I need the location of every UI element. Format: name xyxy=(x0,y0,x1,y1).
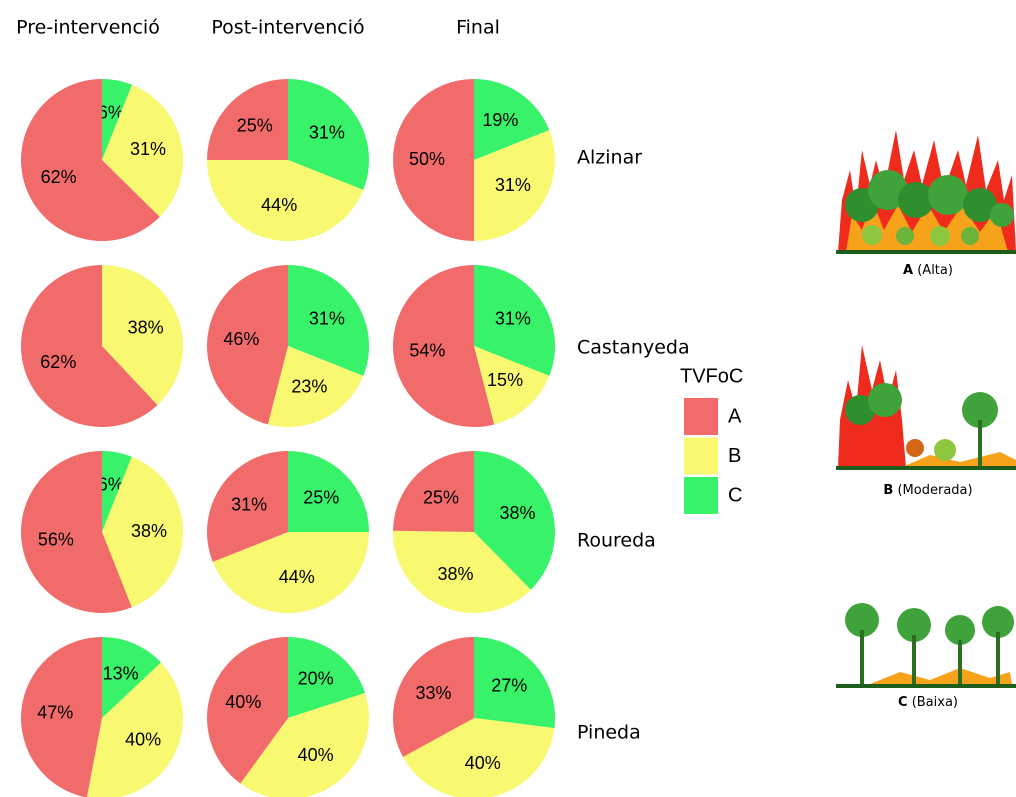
slice-label: 38% xyxy=(128,317,164,337)
slice-label: 25% xyxy=(423,487,459,507)
illustration-high xyxy=(836,130,1016,254)
slice-label: 13% xyxy=(103,664,139,684)
slice-label: 54% xyxy=(409,341,445,361)
row-title: Roureda xyxy=(577,530,656,552)
slice-label: 31% xyxy=(495,308,531,328)
pie-slice xyxy=(206,451,288,562)
slice-label: 25% xyxy=(303,488,339,508)
slice-label: 23% xyxy=(291,377,327,397)
pie-slice xyxy=(102,84,184,217)
slice-label: 44% xyxy=(279,567,315,587)
row-title: Castanyeda xyxy=(577,337,690,359)
pie-slice xyxy=(102,79,133,160)
slice-label: 40% xyxy=(465,753,501,773)
column-title: Pre-intervenció xyxy=(16,17,160,39)
pie-slice xyxy=(20,79,160,241)
pie-slice xyxy=(207,637,288,784)
pie-slice xyxy=(474,346,550,425)
pie-slice xyxy=(288,265,369,376)
slice-label: 31% xyxy=(231,494,267,514)
slice-label: 62% xyxy=(40,352,76,372)
slice-label: 40% xyxy=(298,745,334,765)
legend-label: C xyxy=(728,484,742,506)
pie-slice xyxy=(267,346,364,427)
column-title: Post-intervenció xyxy=(211,17,364,39)
slice-label: 44% xyxy=(261,195,297,215)
pie-slice xyxy=(20,265,158,427)
pie-slice xyxy=(212,532,369,614)
pie-slice xyxy=(21,637,102,797)
illustration-caption: C (Baixa) xyxy=(898,695,958,710)
slice-label: 6% xyxy=(98,103,124,123)
illustration-caption: B (Moderada) xyxy=(883,483,972,498)
pie-slice xyxy=(474,451,555,590)
illustration-moderate xyxy=(836,345,1016,470)
slice-label: 40% xyxy=(125,729,161,749)
legend-swatch xyxy=(684,437,718,475)
caption-letter: C xyxy=(898,695,908,710)
illustration-low xyxy=(836,603,1016,688)
slice-label: 47% xyxy=(37,702,73,722)
legend-title: TVFoC xyxy=(680,365,743,387)
slice-label: 31% xyxy=(309,308,345,328)
legend-label: A xyxy=(728,405,742,427)
row-title: Alzinar xyxy=(577,147,642,169)
slice-label: 56% xyxy=(38,530,74,550)
pie-slice xyxy=(240,692,369,797)
slice-label: 62% xyxy=(41,167,77,187)
pie-slice xyxy=(207,265,288,425)
pie-slice xyxy=(288,451,369,532)
caption-letter: B xyxy=(883,483,893,498)
slice-label: 38% xyxy=(438,564,474,584)
pie-slice xyxy=(474,637,555,729)
pie-slice xyxy=(86,662,183,797)
slice-label: 25% xyxy=(237,116,273,136)
pie-slice xyxy=(207,79,288,160)
slice-label: 46% xyxy=(223,329,259,349)
slice-label: 38% xyxy=(499,503,535,523)
pie-slice xyxy=(393,451,474,532)
illustration-caption: A (Alta) xyxy=(903,263,953,278)
legend-label: B xyxy=(728,445,741,467)
slice-label: 27% xyxy=(491,676,527,696)
pie-slice xyxy=(403,718,555,797)
row-title: Pineda xyxy=(577,722,641,744)
caption-text: (Moderada) xyxy=(897,483,972,498)
pie-slice xyxy=(393,637,474,758)
pie-slice xyxy=(392,530,531,614)
slice-label: 31% xyxy=(130,139,166,159)
pie-slice xyxy=(393,265,495,428)
legend-swatch xyxy=(684,398,718,435)
column-title: Final xyxy=(456,17,500,39)
caption-text: (Baixa) xyxy=(912,695,958,710)
pie-slice xyxy=(102,451,132,532)
pie-slice xyxy=(393,79,474,241)
caption-text: (Alta) xyxy=(917,263,953,278)
slice-label: 19% xyxy=(482,110,518,130)
slice-label: 40% xyxy=(225,692,261,712)
slice-label: 20% xyxy=(298,669,334,689)
pie-slice xyxy=(474,79,550,160)
slice-label: 38% xyxy=(131,521,167,541)
pie-slice xyxy=(207,160,364,241)
slice-label: 6% xyxy=(98,475,124,495)
pie-slice xyxy=(102,456,183,608)
slice-label: 31% xyxy=(309,122,345,142)
pie-slice xyxy=(21,451,132,613)
slice-label: 50% xyxy=(409,149,445,169)
pie-slice xyxy=(474,130,555,241)
slice-label: 33% xyxy=(416,683,452,703)
pie-slice xyxy=(102,637,162,718)
slice-label: 15% xyxy=(487,370,523,390)
caption-letter: A xyxy=(903,263,913,278)
pie-slice xyxy=(474,265,555,376)
pie-slice xyxy=(288,637,366,718)
slice-label: 31% xyxy=(495,175,531,195)
legend-swatch xyxy=(684,477,718,514)
pie-slice xyxy=(102,265,183,406)
pie-slice xyxy=(288,79,369,190)
